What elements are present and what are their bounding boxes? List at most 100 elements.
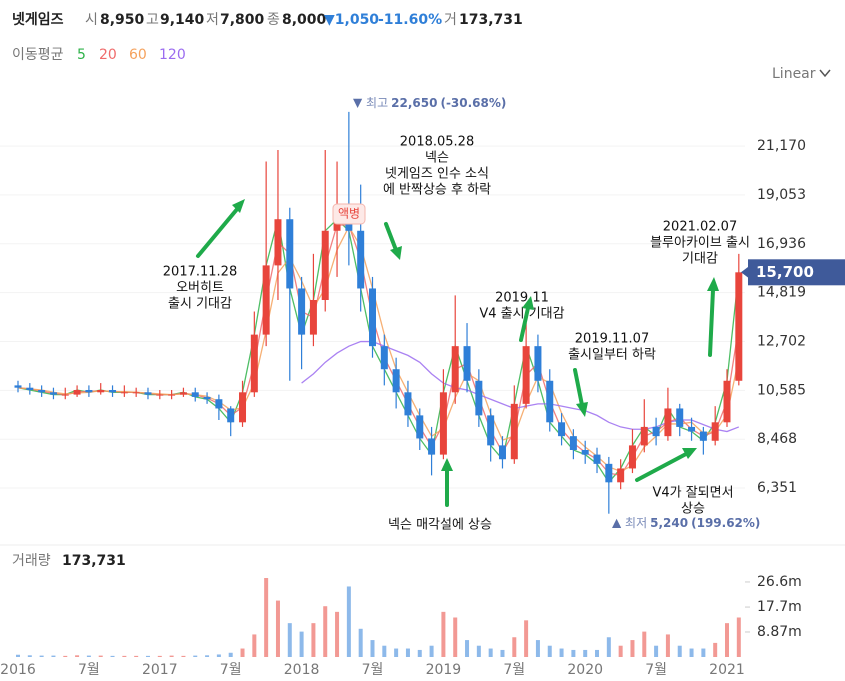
volume-bar xyxy=(654,645,659,657)
stock-title: 넷게임즈 xyxy=(12,11,64,28)
annotation-line: 출시일부터 하락 xyxy=(568,348,656,363)
volume-bar xyxy=(488,648,493,657)
volume-bar xyxy=(358,628,363,657)
arrow xyxy=(635,452,688,482)
volume-tick-label: 8.87m xyxy=(757,624,802,640)
candle-body xyxy=(735,272,743,381)
candle-body xyxy=(487,415,495,446)
candle-body xyxy=(593,454,601,464)
volume-bar xyxy=(193,655,198,657)
badge-pointer xyxy=(741,266,749,279)
candle-body xyxy=(156,394,164,396)
volume-bar xyxy=(323,606,328,657)
arrows xyxy=(196,199,719,507)
candle-body xyxy=(711,422,719,441)
volume-bar xyxy=(642,631,647,657)
annotation-line: 기대감 xyxy=(682,252,718,267)
candle-body xyxy=(439,392,447,455)
x-tick-label: 7월 xyxy=(645,662,667,678)
candle-body xyxy=(97,390,105,393)
volume-bar xyxy=(240,648,245,657)
volume-bar xyxy=(311,623,316,657)
volume-bar xyxy=(512,637,517,657)
candle-body xyxy=(345,219,353,231)
candle-body xyxy=(26,387,34,390)
open-label: 시 xyxy=(85,12,98,28)
volume-bar xyxy=(571,649,576,657)
volume-bar xyxy=(630,640,635,657)
candle-body xyxy=(522,346,530,404)
arrow xyxy=(384,222,398,252)
candle-body xyxy=(144,392,152,395)
volume-bar xyxy=(145,655,150,657)
candle-body xyxy=(49,392,57,395)
candle-body xyxy=(581,450,589,455)
close-value: 8,000 xyxy=(282,12,327,28)
arrow xyxy=(573,368,584,407)
x-tick-label: 2018 xyxy=(284,662,320,678)
x-tick-label: 7월 xyxy=(220,662,242,678)
volume-bar xyxy=(394,648,399,657)
volume-bar xyxy=(275,600,280,657)
candle-body xyxy=(569,436,577,450)
candle-body xyxy=(73,390,81,395)
volume-bar xyxy=(583,649,588,657)
volume-bar xyxy=(16,654,20,657)
ma-legend: 120 xyxy=(159,47,186,63)
arrow xyxy=(519,306,530,342)
annotation-line: 넥슨 매각설에 상승 xyxy=(388,518,492,533)
arrow xyxy=(196,206,240,258)
scale-mode[interactable]: Linear xyxy=(772,66,816,82)
annotation-line: 오버히트 xyxy=(176,281,224,296)
candle-body xyxy=(203,396,211,400)
candle-body xyxy=(191,392,199,397)
arrow-head xyxy=(390,246,402,260)
volume-bar xyxy=(299,631,304,657)
volume-bar xyxy=(51,655,56,657)
volume-bar xyxy=(465,640,470,657)
volume-bar xyxy=(335,611,340,657)
dropdown-chevron[interactable] xyxy=(819,69,831,78)
high_marker-change: (-30.68%) xyxy=(440,96,506,110)
candle-body xyxy=(475,380,483,416)
low-label: 저 xyxy=(206,12,219,28)
candle-body xyxy=(404,392,412,416)
candle-body xyxy=(558,422,566,437)
volume-bar xyxy=(524,620,529,657)
volume-bar xyxy=(559,648,564,657)
y-tick-label: 21,170 xyxy=(757,138,806,154)
volume-bar xyxy=(370,640,375,657)
annotation-line: 넥슨 xyxy=(425,151,449,166)
current-price-badge xyxy=(748,259,845,286)
candle-body xyxy=(699,431,707,441)
candle-body xyxy=(628,445,636,469)
volume-bar xyxy=(476,645,481,657)
annotation-line: 출시 기대감 xyxy=(168,297,232,312)
volume-label: 거 xyxy=(444,12,457,28)
candle-body xyxy=(463,346,471,381)
y-tick-label: 6,351 xyxy=(757,480,797,496)
candle-body xyxy=(61,394,69,396)
arrow-head xyxy=(522,296,534,310)
volume-bar xyxy=(122,655,127,657)
y-tick-label: 19,053 xyxy=(757,187,806,203)
y-tick-label: 16,936 xyxy=(757,236,806,252)
volume-bar xyxy=(228,652,233,657)
volume-bar xyxy=(606,637,611,657)
candle-body xyxy=(392,369,400,393)
volume-bar xyxy=(252,634,257,657)
volume-panel-label: 거래량 xyxy=(12,553,51,569)
volume-bar xyxy=(216,654,221,657)
volume-bar xyxy=(75,655,80,657)
volume-bar xyxy=(86,655,91,657)
annotation-line: V4 출시 기대감 xyxy=(479,307,564,322)
candle-body xyxy=(688,426,696,432)
volume-bar xyxy=(157,655,162,657)
x-tick-label: 7월 xyxy=(78,662,100,678)
candle-body xyxy=(416,415,424,439)
volume-bar xyxy=(382,645,387,657)
y-tick-label: 10,585 xyxy=(757,382,806,398)
annotation-line: 상승 xyxy=(681,502,705,517)
volume-bar xyxy=(287,623,292,657)
volume-panel-value: 173,731 xyxy=(62,553,126,569)
